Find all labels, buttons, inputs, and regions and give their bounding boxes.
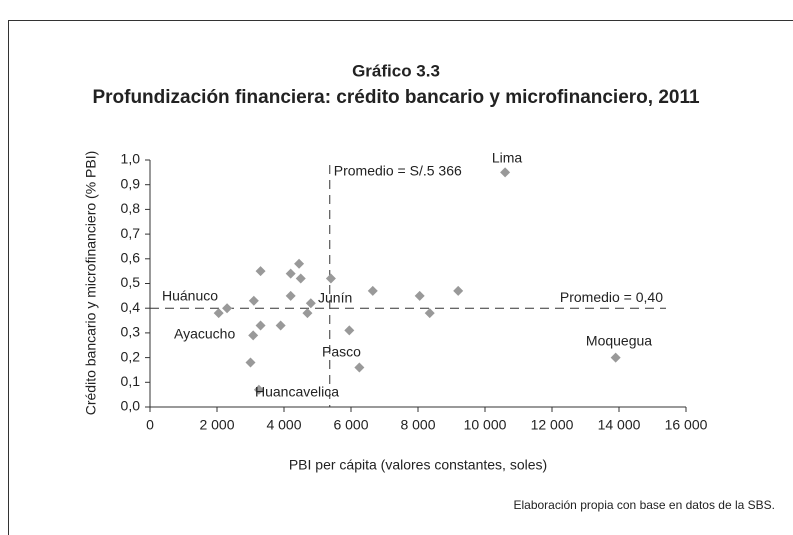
point <box>255 266 266 277</box>
y-tick-label: 0,1 <box>121 373 141 389</box>
source-note: Elaboración propia con base en datos de … <box>513 498 775 512</box>
x-tick-label: 16 000 <box>665 417 708 433</box>
point <box>424 308 435 319</box>
mean-label-y: Promedio = 0,40 <box>560 289 663 305</box>
x-tick-label: 14 000 <box>598 417 641 433</box>
point <box>213 308 224 319</box>
y-tick-label: 1,0 <box>121 151 141 167</box>
point <box>344 325 355 336</box>
point <box>248 330 259 341</box>
point <box>453 285 464 296</box>
point <box>275 320 286 331</box>
point <box>248 295 259 306</box>
mean-label-x: Promedio = S/.5 366 <box>334 163 462 179</box>
y-tick-label: 0,7 <box>121 225 141 241</box>
chart-title: Gráfico 3.3 <box>352 61 440 80</box>
point <box>305 298 316 309</box>
x-axis-title: PBI per cápita (valores constantes, sole… <box>289 457 547 473</box>
y-tick-label: 0,0 <box>121 398 141 414</box>
point <box>255 320 266 331</box>
y-tick-label: 0,3 <box>121 324 141 340</box>
point <box>253 384 264 395</box>
x-tick-label: 6 000 <box>333 417 368 433</box>
point <box>302 308 313 319</box>
chart-subtitle: Profundización financiera: crédito banca… <box>92 87 700 108</box>
point <box>285 290 296 301</box>
y-tick-label: 0,4 <box>121 299 141 315</box>
x-tick-label: 8 000 <box>400 417 435 433</box>
region-label: Pasco <box>322 344 361 360</box>
y-axis-title: Crédito bancario y microfinanciero (% PB… <box>83 151 99 416</box>
region-label: Huancavelica <box>255 384 339 400</box>
point <box>285 268 296 279</box>
region-label: Huánuco <box>162 288 218 304</box>
x-tick-label: 4 000 <box>266 417 301 433</box>
y-tick-label: 0,2 <box>121 348 141 364</box>
x-tick-label: 2 000 <box>199 417 234 433</box>
y-tick-label: 0,6 <box>121 250 141 266</box>
y-tick-label: 0,8 <box>121 200 141 216</box>
point <box>325 273 336 284</box>
point <box>414 290 425 301</box>
x-tick-label: 12 000 <box>531 417 574 433</box>
region-label: Junín <box>318 290 352 306</box>
point <box>610 352 621 363</box>
point <box>354 362 365 373</box>
region-label: Ayacucho <box>174 326 235 342</box>
y-tick-label: 0,5 <box>121 274 141 290</box>
point <box>294 258 305 269</box>
x-tick-label: 10 000 <box>464 417 507 433</box>
point <box>222 303 233 314</box>
point <box>295 273 306 284</box>
point <box>245 357 256 368</box>
y-tick-label: 0,9 <box>121 175 141 191</box>
point <box>367 285 378 296</box>
region-label: Lima <box>492 150 523 166</box>
region-label: Moquegua <box>586 333 652 349</box>
x-tick-label: 0 <box>146 417 154 433</box>
point <box>500 167 511 178</box>
